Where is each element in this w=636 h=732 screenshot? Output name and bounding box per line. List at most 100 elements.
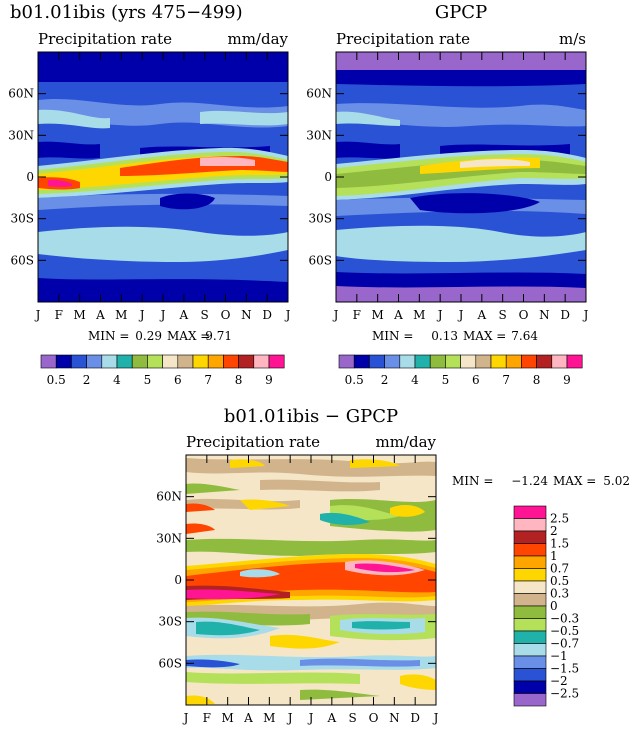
- x-tick-label: F: [55, 308, 63, 322]
- x-tick-label: J: [457, 308, 464, 322]
- panel3-min-label: MIN =: [452, 474, 493, 488]
- colorbar-swatch: [384, 354, 401, 369]
- y-tick-label: 30S: [11, 212, 35, 226]
- y-tick-label: 0: [324, 170, 332, 184]
- colorbar-swatch: [429, 354, 446, 369]
- x-tick-label: O: [369, 711, 379, 725]
- colorbar-swatch: [131, 354, 148, 369]
- colorbar-label: −2: [550, 674, 568, 688]
- panel-gpcp: GPCP Precipitation rate m/s 60N30N030S60…: [306, 2, 588, 387]
- colorbar-swatch: [399, 354, 416, 369]
- panel2-subtitle-left: Precipitation rate: [336, 30, 470, 48]
- colorbar-swatch: [490, 354, 507, 369]
- colorbar-label: 7: [502, 373, 510, 387]
- colorbar-label: 4: [113, 373, 121, 387]
- colorbar-label: 7: [204, 373, 212, 387]
- x-tick-label: J: [432, 711, 439, 725]
- x-tick-label: S: [349, 711, 357, 725]
- colorbar-label: 6: [472, 373, 480, 387]
- colorbar-label: −1: [550, 649, 568, 663]
- x-tick-label: A: [178, 308, 188, 322]
- panel1-min-value: 0.29: [135, 329, 162, 343]
- x-tick-label: M: [372, 308, 384, 322]
- colorbar-label: 2: [381, 373, 389, 387]
- colorbar-swatch: [521, 354, 537, 369]
- panel3-min-value: −1.24: [511, 474, 548, 488]
- y-tick-label: 60S: [309, 253, 333, 267]
- colorbar-swatch: [513, 680, 547, 694]
- x-tick-label: J: [307, 711, 314, 725]
- x-tick-label: A: [393, 308, 403, 322]
- panel1-title: b01.01ibis (yrs 475−499): [10, 2, 243, 23]
- x-tick-label: M: [115, 308, 127, 322]
- x-tick-label: S: [499, 308, 507, 322]
- colorbar-swatch: [513, 543, 547, 557]
- colorbar-swatch: [71, 354, 87, 369]
- colorbar-swatch: [551, 354, 568, 369]
- y-tick-label: 60N: [306, 87, 332, 101]
- y-tick-label: 60S: [11, 253, 35, 267]
- panel3-y-axis: 60N 30N 0 30S 60S: [156, 490, 436, 670]
- colorbar-label: 4: [411, 373, 419, 387]
- colorbar-label: 1: [550, 549, 558, 563]
- colorbar-swatch: [566, 354, 583, 369]
- x-tick-label: J: [34, 308, 41, 322]
- panel3-title: b01.01ibis − GPCP: [224, 406, 398, 427]
- x-tick-label: J: [138, 308, 145, 322]
- panel2-min-label: MIN =: [372, 329, 413, 343]
- panel2-title: GPCP: [435, 2, 487, 23]
- y-tick-label: 30N: [306, 128, 332, 142]
- panel3-colorbar: 2.521.510.70.50.30−0.3−0.5−0.7−1−1.5−2−2…: [513, 505, 579, 707]
- panel2-colorbar: 0.5 2 4 5 6 7 8 9: [338, 354, 583, 387]
- x-tick-label: N: [241, 308, 252, 322]
- x-tick-label: S: [201, 308, 209, 322]
- y-tick-label: 30N: [156, 531, 182, 545]
- x-tick-label: A: [476, 308, 486, 322]
- colorbar-swatch: [162, 354, 179, 369]
- x-tick-label: D: [560, 308, 570, 322]
- colorbar-swatch: [268, 354, 285, 369]
- panel2-max-value: 7.64: [511, 329, 538, 343]
- colorbar-label: 9: [265, 373, 273, 387]
- panel1-y-axis: 60N 30N 0 30S 60S: [8, 87, 288, 267]
- colorbar-swatch: [513, 618, 547, 632]
- colorbar-label: 8: [533, 373, 541, 387]
- colorbar-swatch: [86, 354, 103, 369]
- colorbar-swatch: [513, 568, 547, 582]
- panel1-min-label: MIN =: [88, 329, 129, 343]
- x-tick-label: J: [436, 308, 443, 322]
- panel3-max-label: MAX =: [553, 474, 596, 488]
- panel3-field: [186, 455, 436, 705]
- colorbar-label: 0.7: [550, 562, 569, 576]
- colorbar-label: 2.5: [550, 512, 569, 526]
- panel1-subtitle-left: Precipitation rate: [38, 30, 172, 48]
- x-tick-label: M: [263, 711, 275, 725]
- colorbar-swatch: [505, 354, 522, 369]
- colorbar-label: 0.5: [345, 373, 364, 387]
- colorbar-swatch: [369, 354, 385, 369]
- x-tick-label: J: [332, 308, 339, 322]
- colorbar-swatch: [513, 555, 547, 569]
- colorbar-swatch: [513, 505, 547, 519]
- x-tick-label: J: [582, 308, 589, 322]
- x-tick-label: F: [203, 711, 211, 725]
- x-tick-label: J: [284, 308, 291, 322]
- colorbar-label: 0.3: [550, 587, 569, 601]
- colorbar-swatch: [460, 354, 477, 369]
- panel-model: b01.01ibis (yrs 475−499) Precipitation r…: [8, 2, 290, 387]
- x-tick-label: O: [519, 308, 529, 322]
- x-tick-label: F: [353, 308, 361, 322]
- colorbar-swatch: [475, 354, 492, 369]
- panel3-subtitle-right: mm/day: [375, 433, 436, 451]
- colorbar-swatch: [445, 354, 461, 369]
- colorbar-label: 6: [174, 373, 182, 387]
- colorbar-swatch: [223, 354, 239, 369]
- panel1-colorbar: 0.5 2 4 5 6 7 8 9: [40, 354, 285, 387]
- y-tick-label: 30S: [309, 212, 333, 226]
- panel1-max-value: 9.71: [205, 329, 232, 343]
- colorbar-swatch: [513, 655, 547, 669]
